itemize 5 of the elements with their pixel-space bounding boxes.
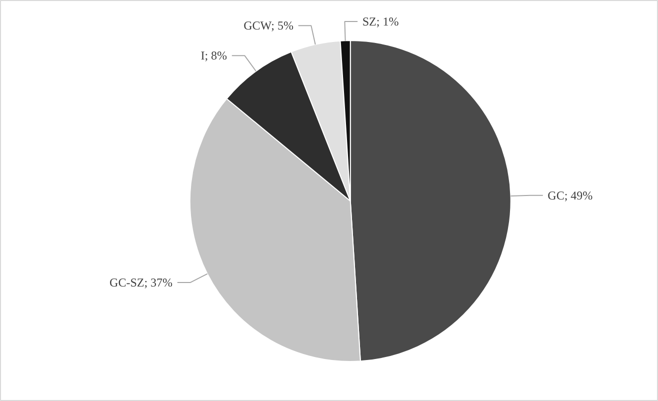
slice-label: I; 8% xyxy=(200,48,228,63)
slice-label: GCW; 5% xyxy=(244,18,294,33)
slice-label: GC-SZ; 37% xyxy=(110,276,173,290)
slice-label: SZ; 1% xyxy=(362,14,399,28)
slice-label: GC; 49% xyxy=(548,188,593,202)
